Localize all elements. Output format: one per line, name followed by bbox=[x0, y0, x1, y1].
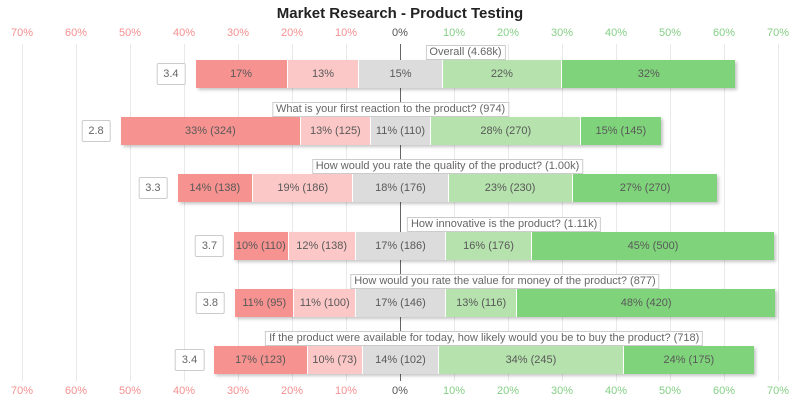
chart-title: Market Research - Product Testing bbox=[276, 5, 524, 22]
bar-segment-strongly-negative[interactable]: 11% (95) bbox=[235, 289, 294, 317]
axis-tick-label-tick-top-1: 60% bbox=[64, 27, 88, 39]
bar-segment-negative[interactable]: 13% (125) bbox=[300, 117, 370, 145]
mean-score-box: 3.7 bbox=[194, 235, 225, 257]
bar-segment-strongly-positive[interactable]: 48% (420) bbox=[516, 289, 775, 317]
bar-segment-negative[interactable]: 11% (100) bbox=[293, 289, 356, 317]
gridline bbox=[22, 44, 23, 381]
axis-tick-label-tick-top-13: 60% bbox=[712, 27, 736, 39]
gridline bbox=[346, 44, 347, 381]
question-label: How would you rate the value for money o… bbox=[350, 274, 660, 289]
gridline bbox=[238, 44, 239, 381]
gridline bbox=[670, 44, 671, 381]
bar-segment-strongly-positive[interactable]: 27% (270) bbox=[571, 174, 718, 202]
axis-tick-label-tick-bottom-10: 30% bbox=[550, 385, 574, 397]
likert-bar-row-5: 17% (123) 10% (73) 14% (102) 34% (245) 24% (… bbox=[214, 346, 755, 374]
axis-tick-label-tick-top-3: 40% bbox=[172, 27, 196, 39]
axis-tick-label-tick-bottom-1: 60% bbox=[64, 385, 88, 397]
axis-tick-label-tick-bottom-4: 30% bbox=[226, 385, 250, 397]
axis-tick-label-tick-top-0: 70% bbox=[10, 27, 34, 39]
gridline bbox=[130, 44, 131, 381]
mean-score-box: 3.8 bbox=[195, 292, 225, 314]
axis-tick-label-tick-top-2: 50% bbox=[118, 27, 142, 39]
bar-segment-positive[interactable]: 13% (116) bbox=[444, 289, 517, 317]
axis-tick-label-tick-top-12: 50% bbox=[658, 27, 682, 39]
axis-tick-label-tick-bottom-5: 20% bbox=[280, 385, 304, 397]
axis-tick-label-tick-top-10: 30% bbox=[550, 27, 574, 39]
gridline bbox=[76, 44, 77, 381]
bar-segment-strongly-negative[interactable]: 17% (123) bbox=[214, 346, 307, 374]
bar-segment-negative[interactable]: 19% (186) bbox=[252, 174, 353, 202]
likert-bar-row-2: 14% (138) 19% (186) 18% (176) 23% (230) 27% … bbox=[177, 174, 718, 202]
gridline bbox=[184, 44, 185, 381]
gridline bbox=[562, 44, 563, 381]
bar-segment-strongly-positive[interactable]: 32% bbox=[561, 60, 736, 88]
bar-segment-strongly-negative[interactable]: 14% (138) bbox=[177, 174, 253, 202]
mean-score-box: 3.3 bbox=[138, 177, 168, 199]
likert-bar-row-3: 10% (110) 12% (138) 17% (186) 16% (176) 45% … bbox=[234, 232, 775, 260]
gridline bbox=[616, 44, 617, 381]
bar-segment-neutral[interactable]: 11% (110) bbox=[369, 117, 431, 145]
likert-bar-row-0: 17% 13% 15% 22% 32% bbox=[195, 60, 736, 88]
bar-segment-neutral[interactable]: 18% (176) bbox=[352, 174, 448, 202]
axis-tick-label-tick-bottom-8: 10% bbox=[442, 385, 466, 397]
axis-tick-label-tick-bottom-13: 60% bbox=[712, 385, 736, 397]
question-label: How innovative is the product? (1.11k) bbox=[406, 217, 602, 232]
bar-segment-neutral[interactable]: 14% (102) bbox=[361, 346, 439, 374]
bar-segment-neutral[interactable]: 15% bbox=[358, 60, 442, 88]
bar-segment-neutral[interactable]: 17% (186) bbox=[354, 232, 446, 260]
bar-segment-negative[interactable]: 12% (138) bbox=[287, 232, 355, 260]
axis-tick-label-tick-top-7: 0% bbox=[392, 27, 408, 39]
bar-segment-strongly-negative[interactable]: 10% (110) bbox=[234, 232, 288, 260]
bar-segment-strongly-positive[interactable]: 24% (175) bbox=[622, 346, 755, 374]
axis-tick-label-tick-bottom-11: 40% bbox=[604, 385, 628, 397]
axis-tick-label-tick-top-11: 40% bbox=[604, 27, 628, 39]
mean-score-box: 3.4 bbox=[174, 349, 205, 371]
question-label: Overall (4.68k) bbox=[425, 45, 506, 60]
bar-segment-positive[interactable]: 34% (245) bbox=[438, 346, 623, 374]
bar-segment-neutral[interactable]: 17% (146) bbox=[355, 289, 445, 317]
axis-tick-label-tick-top-14: 70% bbox=[766, 27, 790, 39]
axis-tick-label-tick-bottom-12: 50% bbox=[658, 385, 682, 397]
gridline bbox=[508, 44, 509, 381]
bar-segment-negative[interactable]: 10% (73) bbox=[306, 346, 362, 374]
question-label: What is your first reaction to the produ… bbox=[271, 102, 510, 117]
axis-tick-label-tick-top-9: 20% bbox=[496, 27, 520, 39]
axis-tick-label-tick-bottom-0: 70% bbox=[10, 385, 34, 397]
bar-segment-strongly-negative[interactable]: 33% (324) bbox=[120, 117, 301, 145]
mean-score-box: 3.4 bbox=[156, 63, 186, 85]
axis-tick-label-tick-bottom-6: 10% bbox=[334, 385, 358, 397]
likert-bar-row-1: 33% (324) 13% (125) 11% (110) 28% (270) 15% … bbox=[120, 117, 661, 145]
bar-segment-strongly-positive[interactable]: 45% (500) bbox=[530, 232, 775, 260]
bar-segment-positive[interactable]: 23% (230) bbox=[447, 174, 572, 202]
axis-tick-label-tick-top-8: 10% bbox=[442, 27, 466, 39]
axis-tick-label-tick-bottom-3: 40% bbox=[172, 385, 196, 397]
mean-score-box: 2.8 bbox=[81, 120, 111, 142]
bar-segment-positive[interactable]: 16% (176) bbox=[445, 232, 531, 260]
bar-segment-strongly-negative[interactable]: 17% bbox=[195, 60, 287, 88]
gridline bbox=[454, 44, 455, 381]
question-label: How would you rate the quality of the pr… bbox=[311, 159, 584, 174]
bar-segment-negative[interactable]: 13% bbox=[286, 60, 359, 88]
axis-tick-label-tick-bottom-14: 70% bbox=[766, 385, 790, 397]
axis-tick-label-tick-bottom-9: 20% bbox=[496, 385, 520, 397]
bar-segment-positive[interactable]: 22% bbox=[441, 60, 562, 88]
gridline bbox=[724, 44, 725, 381]
bar-segment-strongly-positive[interactable]: 15% (145) bbox=[580, 117, 661, 145]
question-label: If the product were available for today,… bbox=[265, 331, 704, 346]
gridline bbox=[292, 44, 293, 381]
zero-axis-line bbox=[400, 44, 401, 381]
gridline bbox=[778, 44, 779, 381]
axis-tick-label-tick-bottom-2: 50% bbox=[118, 385, 142, 397]
axis-tick-label-tick-bottom-7: 0% bbox=[392, 385, 408, 397]
axis-tick-label-tick-top-4: 30% bbox=[226, 27, 250, 39]
likert-bar-row-4: 11% (95) 11% (100) 17% (146) 13% (116) 48% (… bbox=[235, 289, 775, 317]
axis-tick-label-tick-top-6: 10% bbox=[334, 27, 358, 39]
bar-segment-positive[interactable]: 28% (270) bbox=[430, 117, 581, 145]
axis-tick-label-tick-top-5: 20% bbox=[280, 27, 304, 39]
